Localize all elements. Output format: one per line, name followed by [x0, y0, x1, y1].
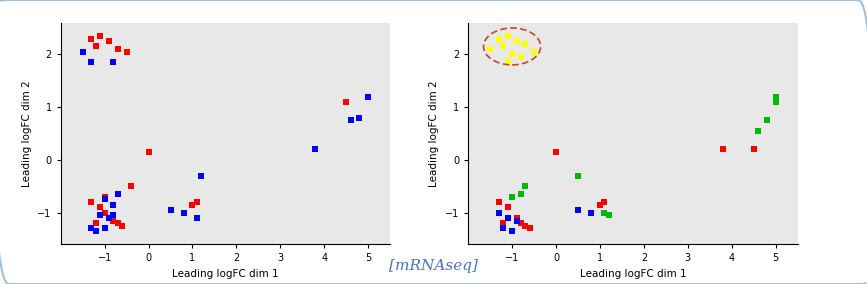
Y-axis label: Leading logFC dim 2: Leading logFC dim 2 [22, 80, 32, 187]
Point [483, 47, 497, 51]
Point [124, 184, 138, 189]
Point [597, 210, 611, 215]
Point [141, 150, 155, 154]
Point [492, 200, 505, 204]
Point [769, 94, 783, 99]
Point [353, 115, 367, 120]
Point [343, 118, 357, 123]
Point [501, 34, 515, 38]
Point [84, 36, 98, 41]
Point [94, 205, 108, 210]
Point [190, 200, 204, 204]
Point [194, 174, 208, 178]
Point [492, 210, 505, 215]
Point [107, 218, 121, 223]
X-axis label: Leading logFC dim 1: Leading logFC dim 1 [173, 269, 278, 279]
Point [186, 202, 199, 207]
Point [98, 226, 112, 231]
Point [571, 174, 585, 178]
Point [492, 36, 505, 41]
Point [518, 41, 532, 46]
Point [497, 221, 511, 225]
Point [89, 44, 103, 49]
Point [94, 213, 108, 218]
Point [107, 60, 121, 64]
Point [177, 210, 191, 215]
Point [505, 195, 519, 199]
Point [510, 218, 524, 223]
Point [716, 147, 730, 152]
Point [510, 39, 524, 43]
Point [98, 195, 112, 199]
Point [501, 60, 515, 64]
Point [164, 208, 178, 212]
Point [501, 216, 515, 220]
Point [527, 49, 541, 54]
Point [549, 150, 563, 154]
Point [746, 147, 760, 152]
Point [510, 216, 524, 220]
Point [514, 192, 528, 197]
Point [84, 60, 98, 64]
Point [760, 118, 774, 123]
Y-axis label: Leading logFC dim 2: Leading logFC dim 2 [429, 80, 440, 187]
Point [518, 224, 532, 228]
Point [769, 100, 783, 104]
Text: [mRNAseq]: [mRNAseq] [389, 259, 478, 273]
Point [102, 39, 116, 43]
Point [593, 202, 607, 207]
Point [107, 202, 121, 207]
Point [111, 221, 125, 225]
Point [102, 216, 116, 220]
Point [75, 49, 89, 54]
Point [107, 213, 121, 218]
Point [84, 226, 98, 231]
Point [497, 226, 511, 231]
Point [514, 55, 528, 59]
Point [584, 210, 598, 215]
Point [309, 147, 323, 152]
Point [111, 192, 125, 197]
Point [89, 221, 103, 225]
Point [339, 100, 353, 104]
Point [505, 52, 519, 57]
Point [505, 229, 519, 233]
Point [190, 216, 204, 220]
Point [84, 200, 98, 204]
Point [602, 213, 616, 218]
Point [98, 210, 112, 215]
Point [94, 34, 108, 38]
Point [501, 205, 515, 210]
Point [111, 47, 125, 51]
Point [497, 44, 511, 49]
X-axis label: Leading logFC dim 1: Leading logFC dim 1 [580, 269, 686, 279]
Point [102, 216, 116, 220]
Point [362, 94, 375, 99]
Point [89, 229, 103, 233]
Point [514, 221, 528, 225]
Point [120, 49, 134, 54]
Point [518, 184, 532, 189]
Legend: MDD, CON: MDD, CON [472, 68, 524, 102]
Point [523, 226, 537, 231]
Point [597, 200, 611, 204]
Point [571, 208, 585, 212]
Point [115, 224, 129, 228]
Point [98, 197, 112, 202]
Point [751, 129, 765, 133]
